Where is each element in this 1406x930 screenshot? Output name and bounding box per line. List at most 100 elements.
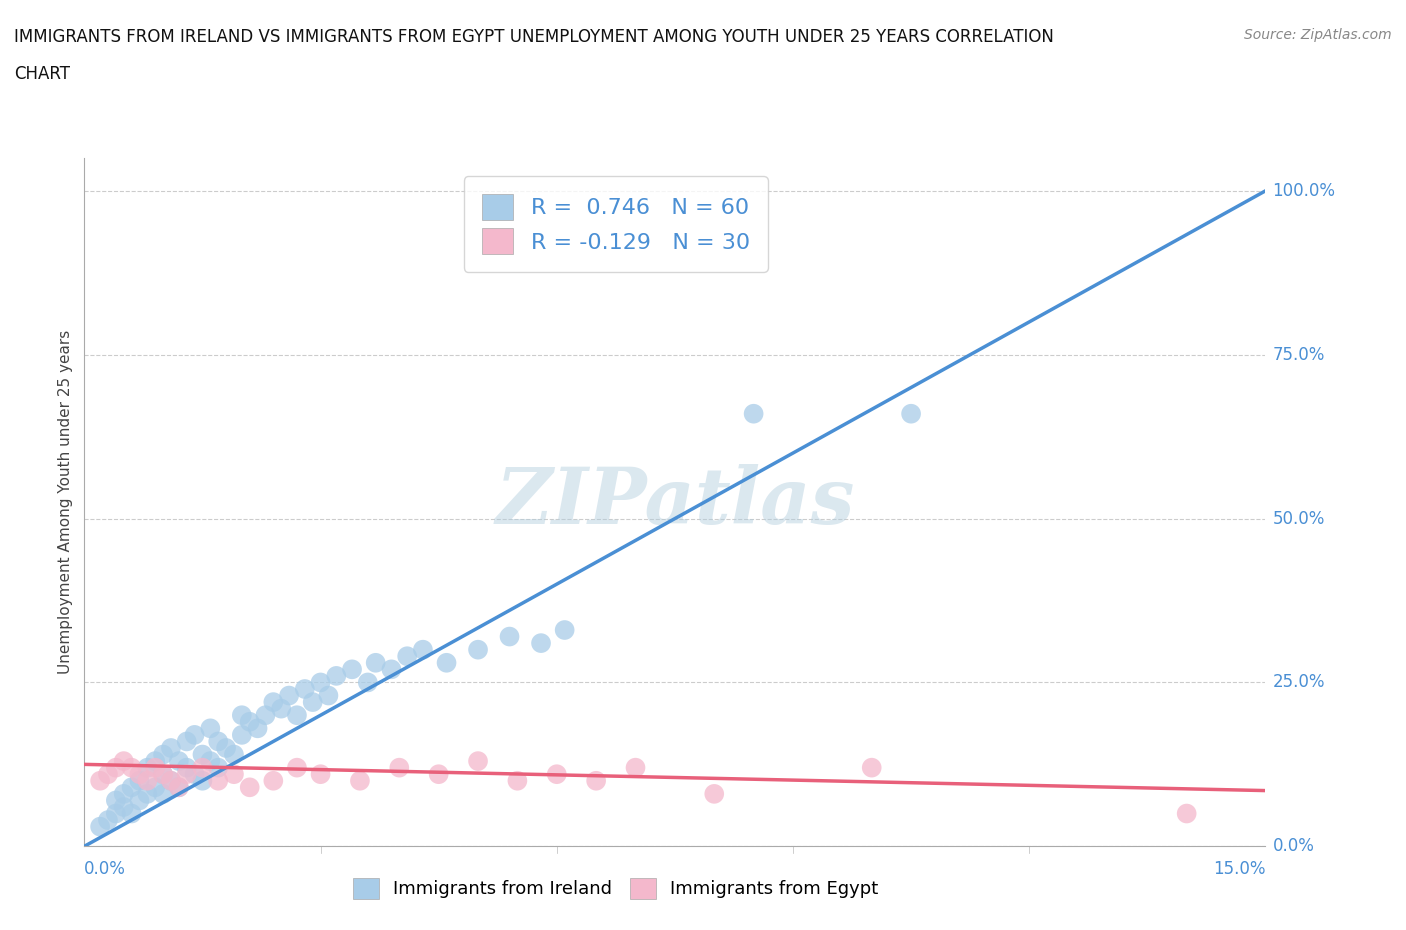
Point [349,774,371,789]
Point [498,629,520,644]
Text: ZIPatlas: ZIPatlas [495,464,855,540]
Point [160,740,183,755]
Point [231,708,253,723]
Point [530,636,553,651]
Text: 75.0%: 75.0% [1272,346,1324,364]
Point [89,774,111,789]
Point [546,766,568,781]
Point [191,774,214,789]
Point [136,787,159,802]
Point [380,662,402,677]
Point [112,800,135,815]
Point [554,622,576,637]
Point [318,688,340,703]
Text: 0.0%: 0.0% [84,860,127,878]
Point [215,740,238,755]
Text: IMMIGRANTS FROM IRELAND VS IMMIGRANTS FROM EGYPT UNEMPLOYMENT AMONG YOUTH UNDER : IMMIGRANTS FROM IRELAND VS IMMIGRANTS FR… [14,28,1054,46]
Point [143,760,166,775]
Point [703,787,725,802]
Point [1175,806,1198,821]
Point [301,695,323,710]
Point [246,721,269,736]
Point [467,643,489,658]
Point [285,708,308,723]
Point [278,688,301,703]
Point [136,774,159,789]
Legend: Immigrants from Ireland, Immigrants from Egypt: Immigrants from Ireland, Immigrants from… [346,870,886,906]
Point [427,766,450,781]
Point [585,774,607,789]
Y-axis label: Unemployment Among Youth under 25 years: Unemployment Among Youth under 25 years [58,330,73,674]
Point [364,656,387,671]
Point [136,760,159,775]
Point [900,406,922,421]
Point [467,753,489,768]
Point [262,695,284,710]
Point [412,643,434,658]
Point [152,787,174,802]
Point [104,760,127,775]
Point [183,727,205,742]
Point [121,806,143,821]
Point [207,734,229,749]
Point [207,760,229,775]
Point [112,787,135,802]
Text: CHART: CHART [14,65,70,83]
Point [176,734,198,749]
Point [294,682,316,697]
Point [167,753,190,768]
Point [143,753,166,768]
Point [176,766,198,781]
Text: 25.0%: 25.0% [1272,673,1324,691]
Point [222,747,245,762]
Point [270,701,292,716]
Point [112,753,135,768]
Point [167,780,190,795]
Point [167,780,190,795]
Point [128,774,150,789]
Point [506,774,529,789]
Text: Source: ZipAtlas.com: Source: ZipAtlas.com [1244,28,1392,42]
Text: 0.0%: 0.0% [1272,837,1315,856]
Point [231,727,253,742]
Point [183,766,205,781]
Point [89,819,111,834]
Point [742,406,765,421]
Point [388,760,411,775]
Point [121,780,143,795]
Point [191,747,214,762]
Point [207,774,229,789]
Point [285,760,308,775]
Point [143,780,166,795]
Point [97,813,120,828]
Point [357,675,380,690]
Point [160,774,183,789]
Point [309,766,332,781]
Point [191,760,214,775]
Point [239,714,262,729]
Point [128,766,150,781]
Point [128,793,150,808]
Point [176,760,198,775]
Point [152,766,174,781]
Point [152,766,174,781]
Point [121,760,143,775]
Point [396,649,419,664]
Point [340,662,363,677]
Point [624,760,647,775]
Point [325,669,347,684]
Point [860,760,883,775]
Text: 15.0%: 15.0% [1213,860,1265,878]
Point [254,708,277,723]
Point [436,656,458,671]
Text: 50.0%: 50.0% [1272,510,1324,527]
Point [262,774,284,789]
Point [104,806,127,821]
Point [152,747,174,762]
Point [222,766,245,781]
Point [200,721,222,736]
Point [160,774,183,789]
Point [309,675,332,690]
Point [97,766,120,781]
Point [104,793,127,808]
